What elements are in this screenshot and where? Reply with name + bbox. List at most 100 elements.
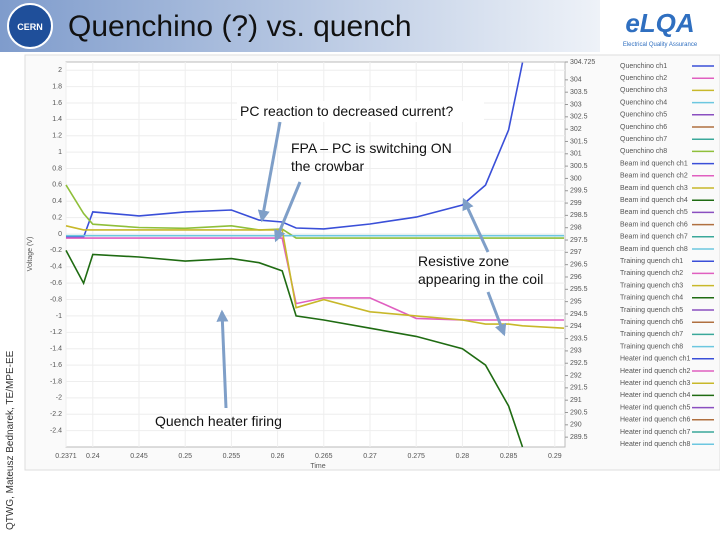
- y-tick-label: -1.6: [50, 362, 62, 369]
- y2-tick-label: 292.5: [570, 360, 588, 367]
- y2-tick-label: 301.5: [570, 138, 588, 145]
- y2-tick-label: 300.5: [570, 163, 588, 170]
- y2-tick-label: 303: [570, 101, 582, 108]
- legend-label: Heater ind quench ch7: [620, 429, 691, 436]
- legend-label: Quenchino ch1: [620, 63, 667, 70]
- legend-label: Heater ind quench ch8: [620, 441, 691, 448]
- legend: Quenchino ch1 Quenchino ch2 Quenchino ch3 Q…: [620, 63, 714, 448]
- legend-label: Heater ind quench ch4: [620, 392, 691, 399]
- annotation: Quench heater firing: [155, 413, 282, 429]
- legend-label: Training quench ch7: [620, 331, 683, 338]
- x-tick-label: 0.24: [86, 453, 100, 460]
- y2-tick-label: 289.5: [570, 434, 588, 441]
- series-line: [65, 250, 524, 448]
- y2-tick-label: 299: [570, 200, 582, 207]
- x-tick-label: 0.27: [363, 453, 377, 460]
- y-tick-label: -1.8: [50, 378, 62, 385]
- legend-label: Training quench ch3: [620, 282, 683, 289]
- y-tick-label: 1.2: [52, 133, 62, 140]
- x-tick-label: 0.28: [456, 453, 470, 460]
- y2-tick-label: 303.5: [570, 89, 588, 96]
- y2-tick-label: 302: [570, 126, 582, 133]
- legend-label: Training quench ch2: [620, 270, 683, 277]
- arrow: [257, 121, 282, 223]
- y-tick-label: -1.4: [50, 346, 62, 353]
- y-tick-label: -0.2: [50, 247, 62, 254]
- y-tick-label: -0.4: [50, 264, 62, 271]
- legend-label: Beam ind quench ch6: [620, 221, 688, 228]
- y2-tick-label: 296.5: [570, 262, 588, 269]
- y2-tick-label: 302.5: [570, 114, 588, 121]
- x-tick-label: 0.275: [407, 453, 425, 460]
- legend-label: Beam ind quench ch5: [620, 209, 688, 216]
- x-tick-label: 0.255: [223, 453, 241, 460]
- y-tick-label: 0.2: [52, 214, 62, 221]
- y-tick-label: 0: [58, 231, 62, 238]
- legend-label: Heater ind quench ch2: [620, 368, 691, 375]
- legend-label: Heater ind quench ch3: [620, 380, 691, 387]
- x-axis-label: Time: [310, 463, 325, 470]
- y2-tick-label: 292: [570, 372, 582, 379]
- y2-tick-label: 297: [570, 249, 582, 256]
- legend-label: Heater ind quench ch6: [620, 417, 691, 424]
- y-tick-label: 1.4: [52, 116, 62, 123]
- y-tick-label: 0.4: [52, 198, 62, 205]
- y-tick-label: -0.6: [50, 280, 62, 287]
- y2-tick-label: 295: [570, 298, 582, 305]
- legend-label: Heater ind quench ch5: [620, 404, 691, 411]
- legend-label: Training quench ch5: [620, 307, 683, 314]
- legend-label: Quenchino ch8: [620, 148, 667, 155]
- annotation: appearing in the coil: [418, 271, 543, 287]
- y2-tick-label: 300: [570, 175, 582, 182]
- legend-label: Beam ind quench ch1: [620, 160, 688, 167]
- logo-box: [600, 0, 720, 52]
- y-tick-label: -2.2: [50, 411, 62, 418]
- legend-label: Beam ind quench ch4: [620, 197, 688, 204]
- series-line: [65, 225, 565, 329]
- y2-tick-label: 298: [570, 225, 582, 232]
- x-tick-label: 0.2371: [55, 453, 77, 460]
- legend-label: Quenchino ch5: [620, 112, 667, 119]
- y2-tick-label: 298.5: [570, 212, 588, 219]
- y2-tick-label: 293: [570, 348, 582, 355]
- annotation: Resistive zone: [418, 253, 509, 269]
- legend-label: Quenchino ch6: [620, 124, 667, 131]
- y-tick-label: -1.2: [50, 329, 62, 336]
- legend-label: Training quench ch4: [620, 295, 683, 302]
- legend-label: Beam ind quench ch3: [620, 185, 688, 192]
- y2-tick-label: 293.5: [570, 335, 588, 342]
- x-tick-label: 0.25: [178, 453, 192, 460]
- y2-tick-label: 304: [570, 77, 582, 84]
- series-line: [66, 62, 524, 238]
- arrow: [486, 291, 507, 337]
- elqa-logo: eLQA: [625, 8, 694, 38]
- legend-label: Beam ind quench ch8: [620, 246, 688, 253]
- grid: 2 1.8 1.6 1.4 1.2 1 0.8 0.6 0.4 0.2 0 -0.2 -0.4 -0.6 -…: [50, 59, 595, 460]
- lines: [65, 62, 565, 448]
- annotation: PC reaction to decreased current?: [240, 103, 453, 119]
- arrow: [462, 197, 490, 253]
- y2-tick-label: 290.5: [570, 409, 588, 416]
- annotations: PC reaction to decreased current? FPA – P…: [155, 101, 543, 429]
- cern-logo-text: CERN: [17, 22, 43, 32]
- y2-tick-label: 290: [570, 422, 582, 429]
- y-tick-label: 1: [58, 149, 62, 156]
- y-axis-label: Voltage (V): [27, 237, 34, 272]
- legend-label: Quenchino ch4: [620, 99, 667, 106]
- y2-tick-label: 294.5: [570, 311, 588, 318]
- arrows: [216, 121, 507, 409]
- legend-label: Beam ind quench ch2: [620, 173, 688, 180]
- annotation: the crowbar: [291, 158, 364, 174]
- slide-title: Quenchino (?) vs. quench: [68, 10, 412, 43]
- y-tick-label: -2.4: [50, 427, 62, 434]
- y-tick-label: -0.8: [50, 296, 62, 303]
- x-tick-label: 0.245: [130, 453, 148, 460]
- series-line: [65, 184, 564, 239]
- y2-tick-label: 291: [570, 397, 582, 404]
- x-tick-label: 0.285: [500, 453, 518, 460]
- annotation: FPA – PC is switching ON: [291, 140, 452, 156]
- x-tick-label: 0.26: [271, 453, 285, 460]
- y2-tick-label: 297.5: [570, 237, 588, 244]
- arrow: [216, 309, 229, 409]
- y2-tick-label: 294: [570, 323, 582, 330]
